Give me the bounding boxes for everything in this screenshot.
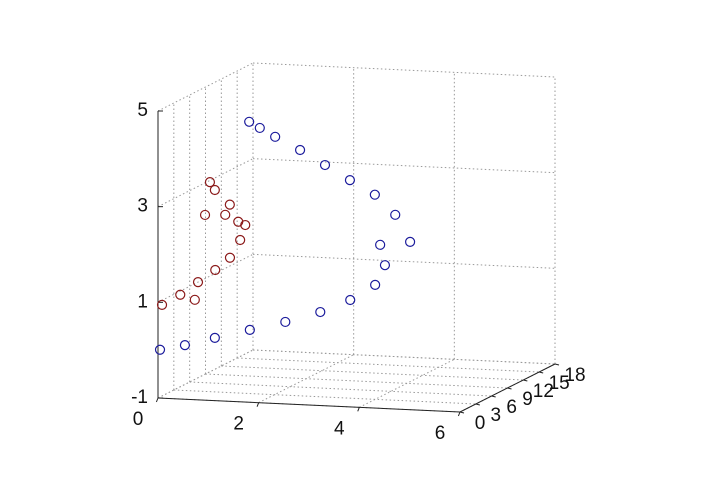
x-tick-label: 6 <box>435 423 446 444</box>
z-tick-label: 3 <box>137 196 148 217</box>
point <box>319 159 331 171</box>
y-tick <box>475 403 480 406</box>
point <box>156 299 168 311</box>
point <box>209 332 220 343</box>
point <box>209 184 220 196</box>
point <box>254 122 265 134</box>
point <box>294 144 306 156</box>
point <box>220 209 231 220</box>
point <box>189 294 200 305</box>
grid-line <box>157 62 254 112</box>
y-tick-label: 15 <box>549 373 570 394</box>
y-tick <box>554 363 560 366</box>
point <box>369 189 380 200</box>
z-tick-label: 5 <box>137 100 148 121</box>
grid-line <box>252 62 556 78</box>
point <box>199 209 211 221</box>
point <box>270 131 281 142</box>
point <box>280 316 291 328</box>
x-tick <box>457 411 461 417</box>
point <box>240 219 251 231</box>
y-tick-label: 3 <box>491 405 502 426</box>
y-tick <box>491 395 496 398</box>
grid-line <box>173 389 476 405</box>
grid-line <box>205 373 508 389</box>
grid-line <box>221 365 524 381</box>
y-tick-label: 6 <box>506 397 517 418</box>
grid-line <box>189 381 492 397</box>
x-tick-label: 0 <box>133 409 144 430</box>
grid-line <box>359 358 455 408</box>
point <box>370 279 381 290</box>
point <box>404 236 416 247</box>
point <box>179 340 191 351</box>
x-tick <box>155 397 159 403</box>
point <box>204 177 216 188</box>
point <box>224 199 235 210</box>
point <box>175 289 186 300</box>
x-tick <box>256 402 260 407</box>
grid-line <box>237 357 540 373</box>
point <box>344 175 356 186</box>
x-tick-label: 2 <box>233 414 244 435</box>
point <box>379 260 391 271</box>
y-tick-label: 9 <box>522 389 533 410</box>
x-axis <box>157 397 461 413</box>
y-tick <box>523 379 528 382</box>
z-tick-label: -1 <box>131 387 148 408</box>
grid-line <box>252 158 556 174</box>
grid-line <box>157 349 254 399</box>
point <box>244 116 255 127</box>
y-tick-label: 18 <box>564 365 585 386</box>
point <box>154 344 166 355</box>
point <box>210 264 221 276</box>
y-tick <box>459 411 465 414</box>
point <box>244 324 255 336</box>
grid-line <box>252 349 556 365</box>
z-tick-label: 1 <box>137 291 148 312</box>
point <box>345 294 356 306</box>
point <box>235 234 246 246</box>
y-tick-label: 12 <box>533 381 554 402</box>
point <box>375 239 386 250</box>
x-tick-label: 4 <box>334 418 345 439</box>
grid-line <box>252 253 556 269</box>
point <box>224 252 236 263</box>
point <box>390 209 401 220</box>
x-tick <box>357 407 360 412</box>
y-tick <box>507 387 512 390</box>
y-tick-label: 0 <box>475 413 486 434</box>
point <box>192 277 204 288</box>
point <box>315 306 326 318</box>
y-tick <box>539 371 544 374</box>
grid-line <box>157 253 254 303</box>
